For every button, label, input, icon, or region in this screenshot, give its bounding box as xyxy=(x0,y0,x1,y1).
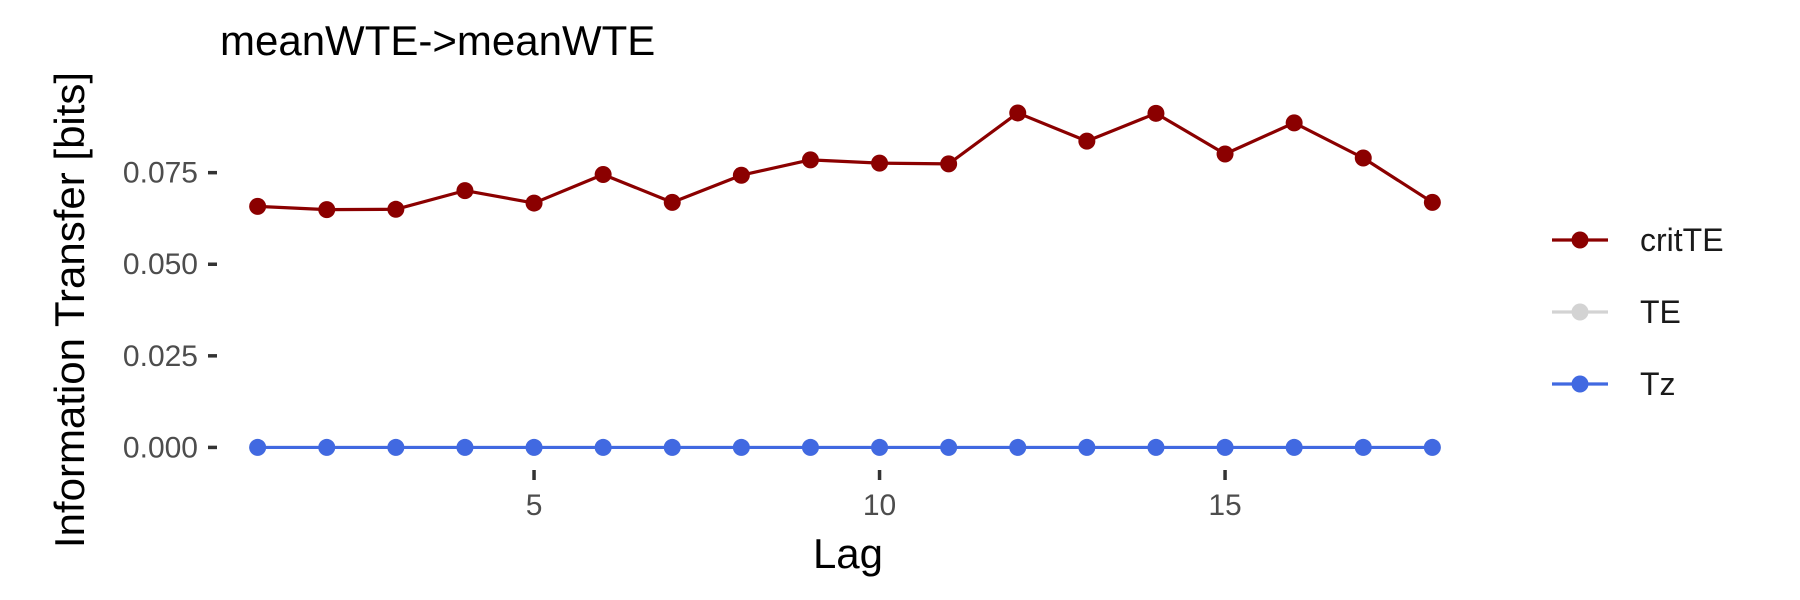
data-point-tz xyxy=(801,438,819,456)
x-axis-title: Lag xyxy=(813,530,883,577)
data-point-tz xyxy=(1216,438,1234,456)
data-point-tz xyxy=(456,438,474,456)
x-tick-label: 5 xyxy=(526,489,543,522)
series-tz xyxy=(249,438,1441,456)
data-point-tz xyxy=(387,438,405,456)
data-point-tz xyxy=(1009,438,1027,456)
data-point-tz xyxy=(525,438,543,456)
legend: critTE TE Tz xyxy=(1552,222,1724,402)
data-point-critte xyxy=(940,155,958,173)
x-tick-label: 10 xyxy=(863,489,896,522)
chart-title: meanWTE->meanWTE xyxy=(220,17,655,64)
data-point-tz xyxy=(663,438,681,456)
x-tick-label: 15 xyxy=(1208,489,1241,522)
data-point-tz xyxy=(732,438,750,456)
data-point-tz xyxy=(1423,438,1441,456)
data-point-tz xyxy=(871,438,889,456)
data-point-critte xyxy=(525,194,543,212)
data-point-critte xyxy=(1147,104,1165,122)
data-point-critte xyxy=(318,201,336,219)
data-point-critte xyxy=(456,182,474,200)
y-tick-label: 0.050 xyxy=(123,248,198,281)
y-tick-label: 0.000 xyxy=(123,431,198,464)
legend-label-tz: Tz xyxy=(1640,366,1676,402)
data-point-tz xyxy=(1285,438,1303,456)
y-axis: 0.000 0.025 0.050 0.075 xyxy=(123,157,217,464)
data-point-critte xyxy=(387,200,405,218)
legend-item-tz: Tz xyxy=(1552,366,1676,402)
y-axis-title: Information Transfer [bits] xyxy=(46,72,93,548)
data-point-critte xyxy=(871,154,889,172)
legend-marker-te xyxy=(1571,303,1589,321)
data-point-critte xyxy=(663,193,681,211)
data-point-critte xyxy=(1423,193,1441,211)
data-point-critte xyxy=(801,151,819,169)
legend-item-te: TE xyxy=(1552,294,1681,330)
data-point-critte xyxy=(1078,132,1096,150)
data-point-critte xyxy=(249,197,267,215)
x-axis: 5 10 15 xyxy=(526,470,1242,522)
legend-label-critte: critTE xyxy=(1640,222,1724,258)
series-line-critte xyxy=(257,111,1434,212)
legend-marker-critte xyxy=(1571,231,1589,249)
data-point-critte xyxy=(1009,104,1027,122)
data-point-critte xyxy=(1216,145,1234,163)
legend-label-te: TE xyxy=(1640,294,1681,330)
data-point-tz xyxy=(1078,438,1096,456)
data-point-critte xyxy=(1285,114,1303,132)
series-layer xyxy=(249,104,1441,456)
series-critte xyxy=(249,104,1441,219)
data-point-tz xyxy=(318,438,336,456)
y-tick-label: 0.075 xyxy=(123,157,198,190)
data-point-critte xyxy=(594,165,612,183)
data-point-tz xyxy=(1147,438,1165,456)
data-point-tz xyxy=(594,438,612,456)
data-point-tz xyxy=(940,438,958,456)
data-point-critte xyxy=(732,166,750,184)
data-point-critte xyxy=(1354,149,1372,167)
legend-marker-tz xyxy=(1571,375,1589,393)
y-tick-label: 0.025 xyxy=(123,340,198,373)
legend-item-critte: critTE xyxy=(1552,222,1724,258)
data-point-tz xyxy=(1354,438,1372,456)
data-point-tz xyxy=(249,438,267,456)
